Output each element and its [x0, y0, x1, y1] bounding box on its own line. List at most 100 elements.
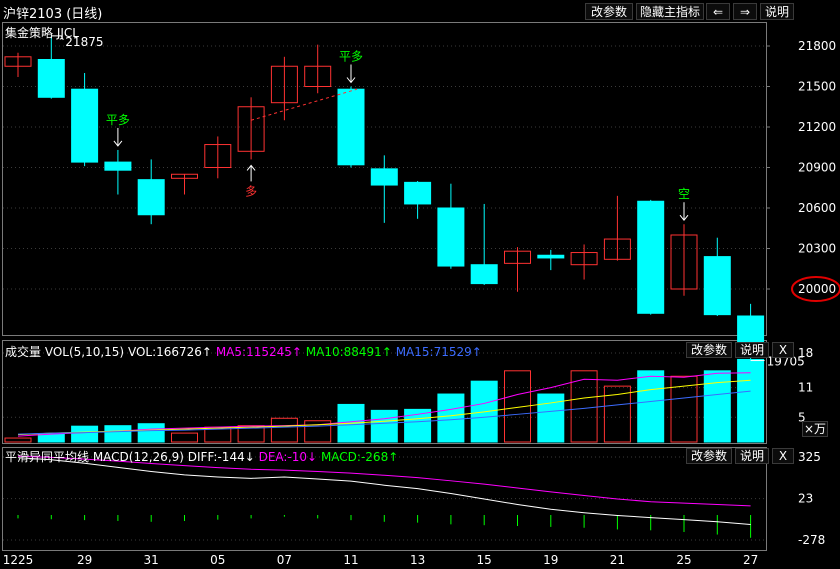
macd-panel-header: 平滑异同平均线 MACD(12,26,9) DIFF:-144↓ DEA:-10… [5, 448, 398, 465]
volume-params-button[interactable]: 改参数 [686, 342, 732, 358]
candle-body [204, 144, 232, 169]
macd-tick-label: 325 [798, 450, 821, 464]
volume-panel-header: 成交量 VOL(5,10,15) VOL:166726↑ MA5:115245↑… [5, 343, 482, 360]
candle-body [437, 207, 465, 267]
volume-help-button[interactable]: 说明 [735, 342, 769, 358]
x-axis-labels: 1225 29 31 05 07 11 13 15 19 21 25 27 [3, 553, 759, 567]
x-tick-label: 25 [676, 553, 691, 567]
volume-tick-label: 18 [798, 346, 813, 360]
price-tick-label: 21200 [798, 120, 836, 134]
volume-bar [71, 425, 99, 443]
volume-bar [703, 370, 731, 443]
ma10-value: MA10:88491↑ [305, 345, 392, 359]
max-price-label: 21875 [65, 35, 103, 49]
x-tick-label: 13 [410, 553, 425, 567]
signal-arrow-head [246, 164, 256, 171]
volume-bar [137, 423, 165, 443]
volume-bar [270, 417, 298, 443]
panel-frames [2, 22, 767, 551]
signal-arrow-head [679, 214, 689, 222]
y-axis-labels: 21800 21500 21200 20900 20600 20300 20000 18 11 5… [766, 39, 836, 547]
signal-arrow-head [346, 77, 356, 84]
hide-main-indicator-button[interactable]: 隐藏主指标 [636, 3, 704, 20]
diff-value: DIFF:-144↓ [187, 450, 255, 464]
volume-unit-label: ×万 [802, 421, 828, 437]
candle-body [37, 59, 65, 98]
signal-label: 多 [245, 184, 257, 198]
macd-close-button[interactable]: X [772, 448, 794, 464]
macd-panel-frame [2, 447, 767, 551]
volume-bar [670, 375, 698, 443]
x-tick-label: 05 [210, 553, 225, 567]
candle-body [171, 173, 198, 179]
macd-indicator-name: 平滑异同平均线 MACD(12,26,9) [5, 450, 184, 464]
macd-tick-label: 23 [798, 492, 813, 506]
signal-label: 平多 [106, 113, 130, 127]
candle-body [637, 200, 665, 314]
price-tick-label: 21500 [798, 80, 836, 94]
price-tick-label: 20600 [798, 201, 836, 215]
dea-line [17, 455, 751, 507]
volume-indicator-name: 成交量 VOL(5,10,15) [5, 345, 125, 359]
params-button[interactable]: 改参数 [585, 3, 633, 20]
macd-series [17, 455, 752, 538]
volume-bar [737, 358, 765, 443]
min-price-label: 19705 [767, 355, 805, 369]
vol-value: VOL:166726↑ [127, 345, 212, 359]
price-tick-label: 21800 [798, 39, 836, 53]
candle-body [304, 65, 332, 87]
main-panel-frame [2, 22, 767, 336]
x-tick-label: 31 [144, 553, 159, 567]
candle-body [504, 250, 531, 264]
ma15-line [17, 390, 751, 435]
next-arrow-button[interactable]: ⇒ [733, 3, 757, 20]
x-tick-label: 15 [477, 553, 492, 567]
candle-body [137, 179, 165, 216]
price-tick-label: 20000 [798, 282, 836, 296]
volume-bar [171, 432, 198, 443]
highlight-circle [791, 276, 840, 302]
volume-bar [4, 437, 32, 443]
candle-body [71, 88, 99, 163]
volume-bar [370, 409, 398, 443]
price-tick-label: 20900 [798, 161, 836, 175]
volume-tick-label: 5 [798, 410, 806, 424]
volume-bar [570, 370, 598, 443]
volume-bar [603, 385, 631, 443]
trend-dashed-line [250, 88, 358, 121]
candle-body [703, 256, 731, 316]
ma15-value: MA15:71529↑ [395, 345, 482, 359]
volume-bar [504, 370, 531, 443]
candle-body [603, 238, 631, 260]
volume-tick-label: 11 [798, 381, 813, 395]
volume-bar [437, 393, 465, 443]
x-tick-label: 27 [743, 553, 758, 567]
candle-body [337, 88, 365, 166]
signal-arrow-head [113, 140, 123, 147]
x-tick-label: 21 [610, 553, 625, 567]
x-tick-label: 29 [77, 553, 92, 567]
macd-help-button[interactable]: 说明 [735, 448, 769, 464]
chart-title: 沪锌2103 (日线) [3, 7, 103, 22]
strategy-label: 集金策略 JJCL [5, 26, 79, 40]
candle-body [404, 181, 432, 205]
volume-close-button[interactable]: X [772, 342, 794, 358]
volume-series [4, 358, 765, 443]
x-tick-label: 07 [277, 553, 292, 567]
help-button[interactable]: 说明 [760, 3, 794, 20]
volume-bar [304, 420, 332, 443]
macd-params-button[interactable]: 改参数 [686, 448, 732, 464]
x-tick-label: 19 [543, 553, 558, 567]
macd-tick-label: -278 [798, 533, 825, 547]
prev-arrow-button[interactable]: ⇐ [706, 3, 730, 20]
volume-panel-frame [2, 340, 767, 444]
volume-bar [104, 425, 132, 443]
ma5-value: MA5:115245↑ [215, 345, 302, 359]
diff-line [17, 457, 751, 525]
max-price-pointer [51, 35, 64, 41]
candle-body [670, 234, 698, 290]
candle-body [370, 168, 398, 186]
candle-body [237, 106, 265, 152]
volume-bar [637, 370, 665, 443]
